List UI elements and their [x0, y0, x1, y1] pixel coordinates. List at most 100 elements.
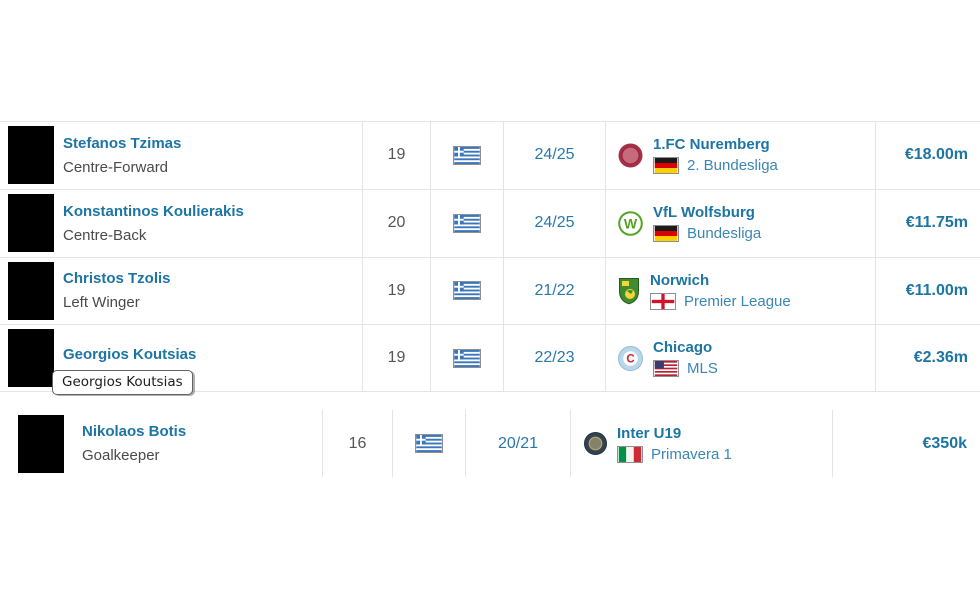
club-info: Norwich Premier League — [650, 272, 791, 310]
market-value-link[interactable]: €11.75m — [905, 214, 968, 232]
player-photo[interactable] — [8, 261, 54, 320]
tooltip: Georgios Koutsias — [52, 370, 193, 395]
player-position: Centre-Back — [63, 226, 147, 244]
league-line: MLS — [653, 360, 718, 378]
club-info: Chicago MLS — [653, 339, 718, 378]
market-value-cell: €18.00m — [875, 122, 980, 189]
table-row: Stefanos Tzimas Centre-Forward 19 24/25 … — [0, 121, 980, 189]
league-line: Primavera 1 — [617, 445, 732, 463]
league-line: Premier League — [650, 292, 791, 310]
market-value-link[interactable]: €2.36m — [913, 349, 968, 367]
svg-text:C: C — [626, 353, 634, 365]
league-link[interactable]: Primavera 1 — [651, 445, 732, 463]
greece-flag-icon — [453, 145, 481, 165]
player-name-link[interactable]: Konstantinos Koulierakis — [63, 202, 244, 220]
league-line: Bundesliga — [653, 225, 762, 243]
season-cell: 21/22 — [503, 257, 605, 325]
player-photo[interactable] — [8, 194, 54, 253]
season-link[interactable]: 24/25 — [534, 146, 575, 164]
season-cell: 22/23 — [503, 325, 605, 391]
club-cell: W VfL Wolfsburg Bundesliga — [605, 189, 875, 257]
club-cell: 1.FC Nuremberg 2. Bundesliga — [605, 122, 875, 189]
nationality-cell — [430, 325, 503, 391]
germany-flag-icon — [653, 225, 679, 243]
season-cell: 20/21 — [465, 410, 570, 477]
age-cell: 16 — [322, 410, 392, 477]
league-link[interactable]: Bundesliga — [687, 225, 762, 243]
greece-flag-icon — [453, 348, 481, 368]
player-photo[interactable] — [8, 329, 54, 388]
market-value-link[interactable]: €350k — [922, 434, 968, 452]
player-position: Left Winger — [63, 294, 140, 312]
club-name-link[interactable]: Norwich — [650, 271, 710, 289]
player-name-link[interactable]: Nikolaos Botis — [82, 423, 187, 440]
season-link[interactable]: 24/25 — [534, 214, 575, 232]
market-value-cell: €11.00m — [875, 257, 980, 325]
germany-flag-icon — [653, 157, 679, 175]
player-age: 19 — [387, 349, 406, 367]
wolfsburg-logo-icon[interactable]: W — [618, 210, 643, 236]
player-photo[interactable] — [8, 126, 54, 185]
age-cell: 19 — [362, 257, 430, 325]
player-cell: Konstantinos Koulierakis Centre-Back — [0, 190, 362, 257]
player-position: Goalkeeper — [82, 447, 160, 464]
table-row: Nikolaos Botis Goalkeeper 16 20/21 Inter… — [0, 410, 980, 477]
club-cell: Inter U19 Primavera 1 — [570, 410, 832, 477]
italy-flag-icon — [617, 445, 643, 463]
table-row: Christos Tzolis Left Winger 19 21/22 Nor… — [0, 256, 980, 325]
league-link[interactable]: Premier League — [684, 292, 791, 310]
league-link[interactable]: MLS — [687, 360, 718, 378]
player-cell: Georgios Koutsias — [0, 325, 362, 391]
usa-flag-icon — [653, 360, 679, 378]
age-cell: 20 — [362, 189, 430, 257]
players-table: Stefanos Tzimas Centre-Forward 19 24/25 … — [0, 121, 980, 392]
norwich-logo-icon[interactable] — [618, 277, 640, 305]
nuremberg-logo-icon[interactable] — [618, 143, 643, 168]
player-photo[interactable] — [18, 414, 64, 473]
league-line: 2. Bundesliga — [653, 157, 778, 175]
nationality-cell — [430, 122, 503, 189]
player-name-link[interactable]: Stefanos Tzimas — [63, 134, 182, 152]
season-link[interactable]: 20/21 — [497, 434, 539, 452]
market-value-cell: €2.36m — [875, 325, 980, 391]
player-age: 16 — [348, 434, 367, 452]
player-cell: Stefanos Tzimas Centre-Forward — [0, 122, 362, 189]
player-info: Christos Tzolis Left Winger — [63, 270, 171, 311]
club-cell: C Chicago MLS — [605, 325, 875, 391]
player-age: 19 — [387, 281, 406, 299]
club-name-link[interactable]: Inter U19 — [617, 424, 682, 442]
player-info: Stefanos Tzimas Centre-Forward — [63, 135, 181, 176]
club-name-link[interactable]: Chicago — [653, 339, 713, 357]
age-cell: 19 — [362, 122, 430, 189]
table-row: Georgios Koutsias 19 22/23 C Chicago MLS — [0, 324, 980, 392]
player-cell: Christos Tzolis Left Winger — [0, 258, 362, 325]
england-flag-icon — [650, 292, 676, 310]
player-cell: Nikolaos Botis Goalkeeper — [0, 410, 322, 477]
player-name-link[interactable]: Christos Tzolis — [63, 270, 171, 288]
market-value-link[interactable]: €18.00m — [904, 146, 968, 164]
player-age: 20 — [387, 214, 406, 232]
player-info: Nikolaos Botis Goalkeeper — [82, 423, 186, 464]
season-link[interactable]: 22/23 — [534, 349, 575, 367]
chicago-logo-icon[interactable]: C — [618, 345, 643, 371]
player-info: Konstantinos Koulierakis Centre-Back — [63, 203, 244, 244]
nationality-cell — [392, 410, 465, 477]
greece-flag-icon — [453, 213, 481, 233]
club-info: VfL Wolfsburg Bundesliga — [653, 204, 762, 243]
player-name-link[interactable]: Georgios Koutsias — [63, 346, 197, 364]
players-table-2: Nikolaos Botis Goalkeeper 16 20/21 Inter… — [0, 410, 980, 477]
season-cell: 24/25 — [503, 122, 605, 189]
table-row: Konstantinos Koulierakis Centre-Back 20 … — [0, 188, 980, 257]
league-link[interactable]: 2. Bundesliga — [687, 157, 778, 175]
club-cell: Norwich Premier League — [605, 257, 875, 325]
age-cell: 19 — [362, 325, 430, 391]
club-name-link[interactable]: 1.FC Nuremberg — [653, 136, 770, 154]
greece-flag-icon — [415, 434, 443, 453]
season-link[interactable]: 21/22 — [534, 281, 575, 299]
nationality-cell — [430, 189, 503, 257]
market-value-cell: €350k — [832, 410, 980, 477]
club-name-link[interactable]: VfL Wolfsburg — [653, 204, 755, 222]
inter-logo-icon[interactable] — [584, 432, 607, 455]
market-value-link[interactable]: €11.00m — [905, 281, 968, 299]
svg-text:W: W — [624, 215, 638, 231]
